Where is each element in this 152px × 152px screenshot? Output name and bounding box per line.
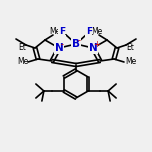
Text: .: . (64, 27, 68, 37)
Text: Me: Me (17, 57, 29, 66)
Text: -: - (61, 40, 64, 49)
Text: B: B (72, 39, 80, 49)
Text: F: F (86, 28, 92, 36)
Text: -: - (78, 36, 81, 45)
Text: Et: Et (18, 43, 26, 52)
Text: N: N (55, 43, 63, 53)
Text: +: + (93, 40, 100, 49)
Text: Me: Me (125, 57, 137, 66)
Text: N: N (89, 43, 97, 53)
Text: Me: Me (49, 28, 61, 36)
Text: F: F (59, 28, 65, 36)
Text: .: . (91, 27, 95, 37)
Text: Et: Et (126, 43, 134, 52)
Text: Me: Me (91, 28, 103, 36)
